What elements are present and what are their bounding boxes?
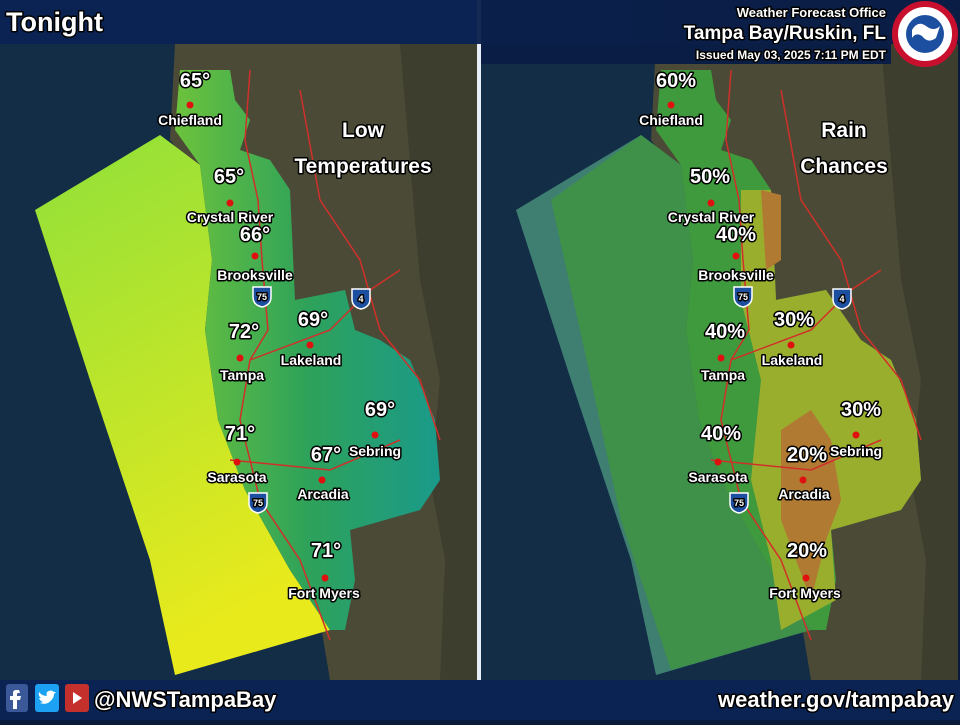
city-dot [787, 341, 795, 349]
city-dot [799, 476, 807, 484]
city-dot [321, 574, 329, 582]
forecast-value: 67° [311, 444, 341, 466]
panel-title: Rain [821, 119, 867, 142]
city-name: Chiefland [158, 112, 222, 128]
title: Tonight [6, 7, 103, 37]
issued-bar [481, 44, 891, 64]
interstate-number: 75 [253, 498, 263, 508]
location: Tampa Bay/Ruskin, FL [684, 23, 887, 44]
forecast-value: 20% [787, 540, 827, 562]
city-name: Sebring [349, 443, 401, 459]
city-dot [186, 101, 194, 109]
land-forecast [175, 70, 440, 630]
forecast-value: 40% [705, 321, 745, 343]
city-dot [236, 354, 244, 362]
city-dot [714, 458, 722, 466]
forecast-value: 40% [701, 423, 741, 445]
social-handle: @NWSTampaBay [94, 687, 277, 712]
social-icons [6, 684, 89, 712]
city-dot [226, 199, 234, 207]
interstate-shield [351, 288, 371, 310]
forecast-value: 60% [656, 70, 696, 92]
forecast-value: 65° [214, 166, 244, 188]
roads [710, 69, 922, 641]
city-dot [707, 199, 715, 207]
rain-panel: Rain Chances 75 75 4 60% Chiefland 50% Crystal R… [481, 44, 958, 680]
forecast-value: 30% [774, 309, 814, 331]
interstate-number: 4 [839, 294, 844, 304]
city-name: Lakeland [762, 352, 823, 368]
divider [477, 0, 481, 720]
interstate-number: 75 [734, 498, 744, 508]
city-name: Sebring [830, 443, 882, 459]
gulf-forecast [35, 135, 330, 675]
interstate-number: 75 [738, 292, 748, 302]
interstate-shield [252, 286, 272, 308]
nws-logo [892, 1, 958, 67]
city-dot [371, 431, 379, 439]
city-dot [852, 431, 860, 439]
panel-title: Temperatures [294, 155, 431, 178]
city-name: Arcadia [778, 486, 830, 502]
interstate-number: 75 [257, 292, 267, 302]
city-dot [233, 458, 241, 466]
city-name: Sarasota [688, 469, 747, 485]
forecast-value: 72° [229, 321, 259, 343]
panel-title: Low [342, 119, 385, 142]
land-forecast-low [781, 410, 841, 600]
peninsula-east [881, 44, 958, 680]
forecast-value: 50% [690, 166, 730, 188]
forecast-value: 30% [841, 399, 881, 421]
forecast-value: 71° [311, 540, 341, 562]
temperature-panel: Low Temperatures 75 75 4 65° Chiefland 65° Cryst… [0, 44, 477, 680]
peninsula-east [400, 44, 477, 680]
city-name: Brooksville [217, 267, 293, 283]
city-name: Sarasota [207, 469, 266, 485]
land-forecast-north [761, 190, 781, 270]
interstate-shield [248, 492, 268, 514]
roads [229, 69, 441, 641]
interstate-shield [832, 288, 852, 310]
office: Weather Forecast Office [737, 5, 886, 20]
city-name: Lakeland [281, 352, 342, 368]
city-name: Tampa [701, 367, 745, 383]
forecast-value: 66° [240, 224, 270, 246]
city-name: Tampa [220, 367, 264, 383]
city-dot [802, 574, 810, 582]
forecast-value: 65° [180, 70, 210, 92]
forecast-value: 40% [716, 224, 756, 246]
city-dot [318, 476, 326, 484]
interstate-number: 4 [358, 294, 363, 304]
gulf-forecast-band [551, 135, 811, 670]
city-name: Fort Myers [288, 585, 360, 601]
city-dot [732, 252, 740, 260]
city-name: Crystal River [668, 209, 755, 225]
city-dot [306, 341, 314, 349]
interstate-shield [729, 492, 749, 514]
panel-title: Chances [800, 155, 888, 178]
forecast-value: 69° [365, 399, 395, 421]
issued: Issued May 03, 2025 7:11 PM EDT [696, 48, 887, 62]
city-name: Fort Myers [769, 585, 841, 601]
forecast-value: 20% [787, 444, 827, 466]
city-name: Crystal River [187, 209, 274, 225]
city-name: Brooksville [698, 267, 774, 283]
forecast-value: 71° [225, 423, 255, 445]
city-name: Arcadia [297, 486, 349, 502]
footer-bar [0, 680, 960, 720]
interstate-shield [733, 286, 753, 308]
city-dot [251, 252, 259, 260]
forecast-value: 69° [298, 309, 328, 331]
city-name: Chiefland [639, 112, 703, 128]
city-dot [667, 101, 675, 109]
header-left [0, 0, 477, 44]
website: weather.gov/tampabay [717, 687, 955, 712]
city-dot [717, 354, 725, 362]
